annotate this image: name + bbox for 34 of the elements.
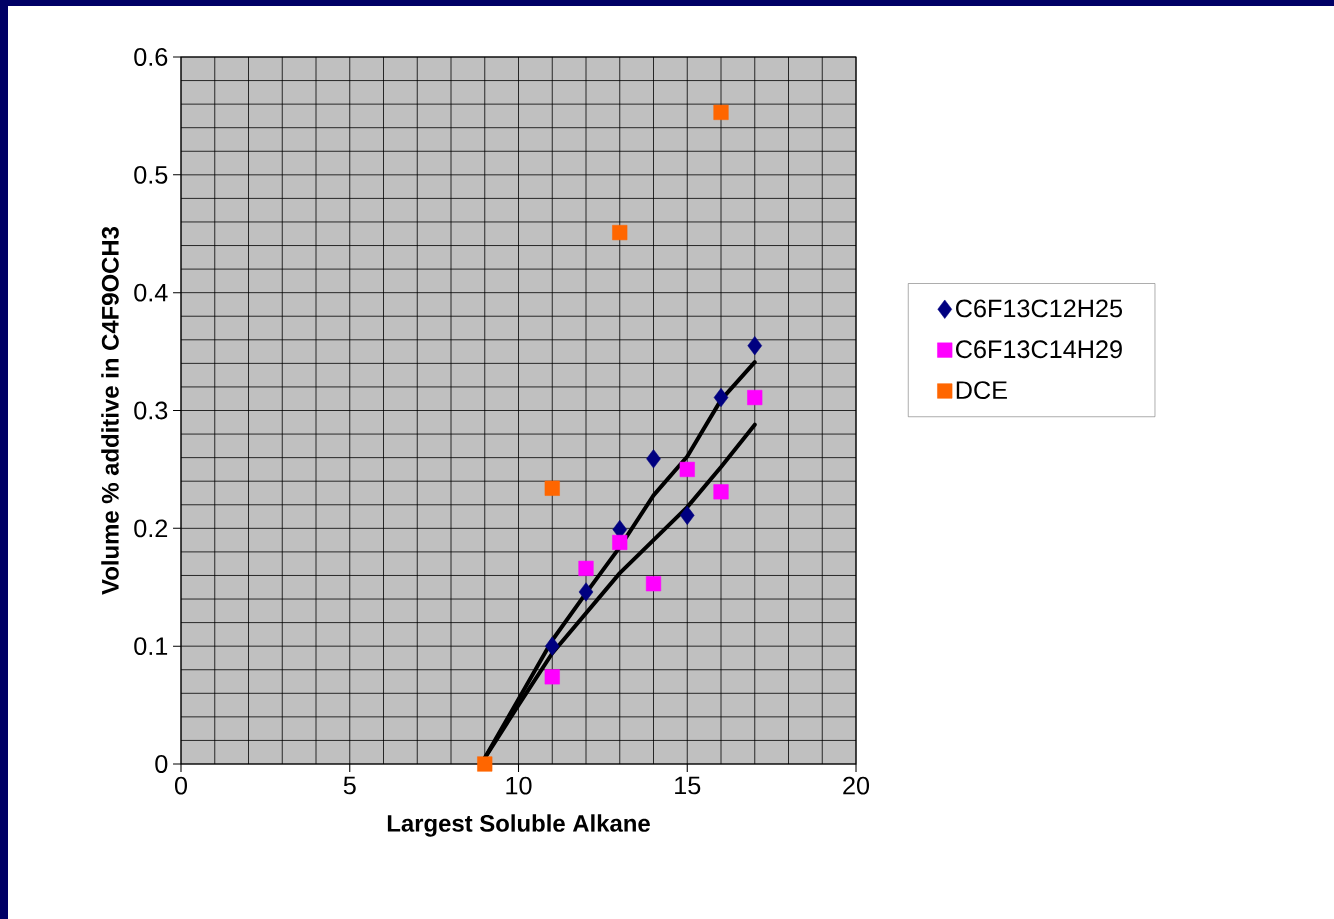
y-tick-label: 0.1 xyxy=(134,637,168,656)
y-tick-label: 0.3 xyxy=(134,401,168,420)
point xyxy=(646,449,661,469)
x-tick-label: 15 xyxy=(675,776,701,795)
point xyxy=(713,484,729,500)
x-tick-label: 10 xyxy=(506,776,532,795)
y-tick-label: 0.6 xyxy=(134,48,168,66)
point xyxy=(578,582,594,602)
x-tick-label: 5 xyxy=(343,776,356,795)
point xyxy=(679,461,695,477)
y-tick-label: 0.5 xyxy=(134,165,168,184)
point xyxy=(545,636,560,656)
point xyxy=(544,669,560,685)
point xyxy=(713,387,729,408)
point xyxy=(680,505,695,525)
legend-label: DCE xyxy=(956,381,1007,400)
point xyxy=(612,534,628,551)
point xyxy=(747,389,763,406)
point xyxy=(578,560,594,576)
point xyxy=(645,576,662,592)
point xyxy=(477,756,493,772)
x-axis-title: Largest Soluble Alkane xyxy=(387,814,650,837)
y-tick-label: 0.2 xyxy=(134,519,168,538)
x-tick-label: 20 xyxy=(843,776,870,795)
point xyxy=(544,480,560,496)
point xyxy=(713,104,729,120)
legend-label: C6F13C14H29 xyxy=(956,340,1122,359)
y-tick-label: 0 xyxy=(155,755,168,773)
point xyxy=(612,225,628,241)
x-tick-label: 0 xyxy=(174,776,188,795)
legend-label: C6F13C12H25 xyxy=(956,299,1122,318)
y-axis-title: Volume % additive in C4F9OCH3 xyxy=(101,226,119,595)
point xyxy=(747,336,762,356)
y-tick-label: 0.4 xyxy=(134,283,168,302)
